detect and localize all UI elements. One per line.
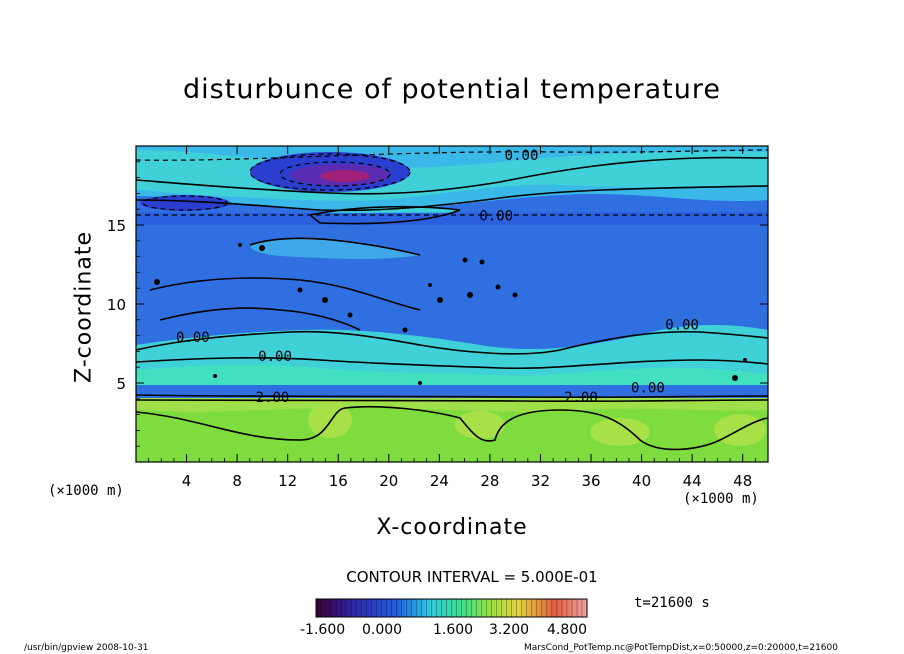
y-tick-label: 5 bbox=[116, 375, 126, 393]
x-tick-label: 48 bbox=[733, 472, 752, 490]
x-tick-label: 16 bbox=[329, 472, 348, 490]
colorbar-tick-label: -1.600 bbox=[300, 622, 346, 638]
x-tick-label: 8 bbox=[232, 472, 242, 490]
x-tick-label: 32 bbox=[531, 472, 550, 490]
contour-value-label: 0.00 bbox=[631, 380, 665, 396]
colorbar-tick-label: 4.800 bbox=[547, 622, 588, 638]
x-tick-label: 44 bbox=[683, 472, 702, 490]
colorbar-tick-labels: -1.600 0.000 1.600 3.200 4.800 bbox=[300, 622, 587, 638]
x-tick-label: 40 bbox=[632, 472, 651, 490]
x-unit-label-right: (×1000 m) bbox=[683, 491, 759, 507]
x-tick-label: 4 bbox=[182, 472, 192, 490]
colorbar-tick-label: 1.600 bbox=[433, 622, 474, 638]
time-label: t=21600 s bbox=[634, 595, 710, 611]
chart-title: disturbunce of potential temperature bbox=[183, 74, 721, 105]
contour-interval-label: CONTOUR INTERVAL = 5.000E-01 bbox=[346, 568, 598, 586]
contour-field bbox=[136, 146, 768, 462]
y-tick-label: 15 bbox=[107, 217, 126, 235]
x-tick-label: 28 bbox=[480, 472, 499, 490]
contour-value-label: 0.00 bbox=[176, 330, 210, 346]
contour-value-label: 2.00 bbox=[564, 390, 598, 406]
contour-value-label: 0.00 bbox=[665, 317, 699, 333]
contour-value-label: 2.00 bbox=[256, 390, 290, 406]
contour-labels: 0.00 0.00 0.00 0.00 0.00 0.00 2.00 2.00 bbox=[176, 148, 699, 406]
x-tick-label: 24 bbox=[430, 472, 449, 490]
y-tick-label: 10 bbox=[107, 296, 126, 314]
small-contour-cells bbox=[154, 243, 747, 385]
contour-value-label: 0.00 bbox=[258, 349, 292, 365]
contour-value-label: 0.00 bbox=[479, 208, 513, 224]
colorbar-stripes bbox=[320, 599, 583, 617]
colorbar-tick-label: 0.000 bbox=[362, 622, 403, 638]
colorbar-tick-label: 3.200 bbox=[489, 622, 530, 638]
x-tick-label: 36 bbox=[581, 472, 600, 490]
x-unit-label-left: (×1000 m) bbox=[48, 483, 124, 499]
x-axis-ticks: 4 8 12 16 20 24 28 32 36 40 44 48 bbox=[148, 146, 756, 490]
y-axis-ticks: 5 10 15 bbox=[107, 161, 768, 447]
footer-source: MarsCond_PotTemp.nc@PotTempDist,x=0:5000… bbox=[524, 643, 838, 653]
footer-command: /usr/bin/gpview 2008-10-31 bbox=[24, 643, 149, 653]
x-tick-label: 20 bbox=[379, 472, 398, 490]
x-tick-label: 12 bbox=[278, 472, 297, 490]
x-axis-label: X-coordinate bbox=[376, 515, 528, 540]
contour-value-label: 0.00 bbox=[505, 148, 539, 164]
